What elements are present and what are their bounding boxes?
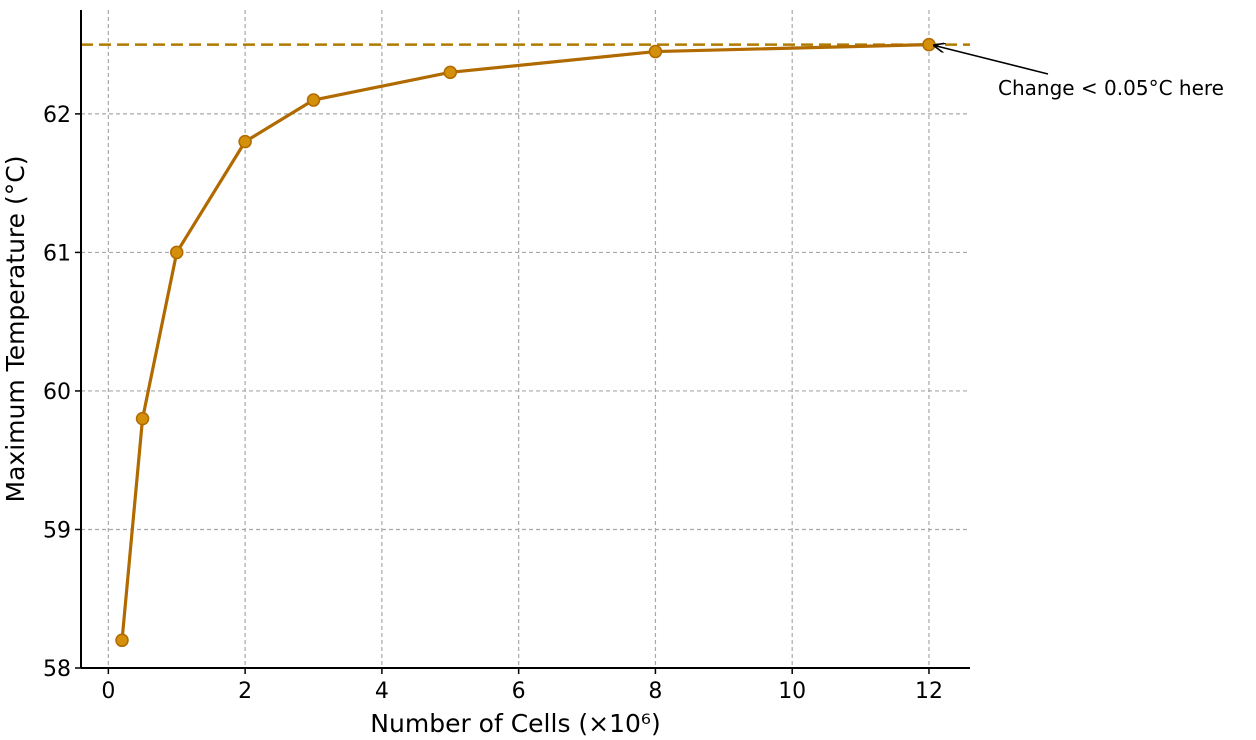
x-tick-label: 0 <box>101 679 115 704</box>
series <box>115 37 936 648</box>
data-point <box>443 65 458 80</box>
annotation-text: Change < 0.05°C here <box>998 76 1224 100</box>
x-tick-label: 2 <box>238 679 252 704</box>
x-axis-label: Number of Cells (×10⁶) <box>370 709 660 738</box>
annotation-group: Change < 0.05°C here <box>935 46 1224 100</box>
y-tick-label: 58 <box>43 657 71 682</box>
tick-labels: 0 2 4 6 8 10 12 58 59 60 61 62 <box>43 103 943 704</box>
annotation-arrow <box>935 46 1049 75</box>
x-tick-label: 10 <box>778 679 806 704</box>
data-point <box>238 134 252 149</box>
y-tick-label: 60 <box>43 380 71 405</box>
x-tick-label: 12 <box>915 679 943 704</box>
series-line <box>120 43 930 641</box>
x-tick-label: 4 <box>375 679 389 704</box>
data-point <box>648 44 663 59</box>
x-tick-label: 8 <box>648 679 662 704</box>
data-point <box>135 411 150 426</box>
y-tick-label: 61 <box>43 241 71 266</box>
x-tick-label: 6 <box>512 679 526 704</box>
grid <box>81 10 970 669</box>
y-tick-label: 62 <box>43 103 71 128</box>
y-tick-label: 59 <box>43 518 71 543</box>
data-point <box>115 633 129 648</box>
axes <box>75 10 970 674</box>
data-point <box>922 37 936 52</box>
data-point <box>306 93 321 107</box>
data-point <box>169 245 184 260</box>
y-axis-label: Maximum Temperature (°C) <box>1 156 30 503</box>
